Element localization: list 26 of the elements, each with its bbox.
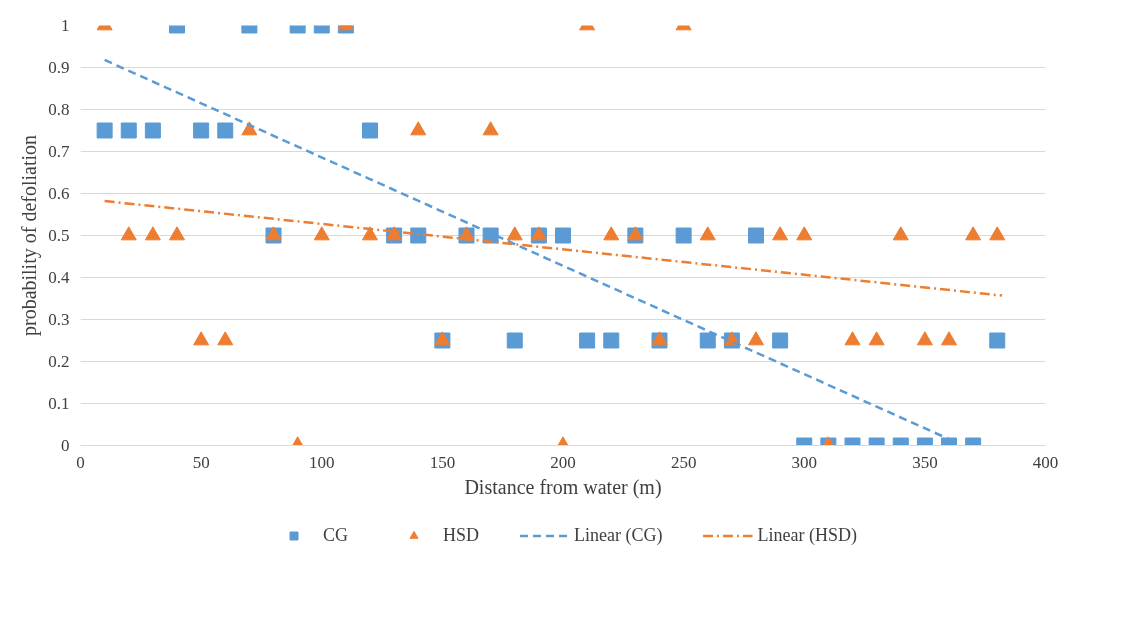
- x-tick-label: 50: [192, 452, 210, 472]
- y-tick-label: 0.1: [48, 394, 70, 413]
- y-tick-label: 0.3: [48, 310, 70, 329]
- x-tick-label: 350: [912, 452, 938, 472]
- x-tick-label: 250: [670, 452, 697, 472]
- y-tick-label: 0.9: [48, 58, 70, 77]
- y-tick-label: 0.8: [48, 100, 70, 119]
- x-tick-label: 300: [791, 452, 817, 472]
- x-tick-label: 150: [429, 452, 456, 472]
- y-tick-label: 0.4: [48, 268, 70, 287]
- x-axis-title: Distance from water (m): [464, 475, 662, 499]
- legend-label: CG: [323, 524, 349, 546]
- x-tick-label: 200: [550, 452, 576, 472]
- y-tick-label: 0: [61, 436, 70, 455]
- legend-label: Linear (CG): [574, 524, 663, 546]
- x-tick-label: 0: [76, 452, 85, 472]
- y-tick-label: 0.7: [48, 142, 70, 161]
- y-tick-label: 0.2: [48, 352, 70, 371]
- y-tick-label: 0.6: [48, 184, 70, 203]
- x-tick-label: 100: [309, 452, 335, 472]
- y-tick-label: 1: [61, 16, 70, 35]
- y-axis-title: probability of defoliation: [18, 134, 42, 337]
- legend-label: Linear (HSD): [757, 524, 857, 546]
- legend-label: HSD: [443, 524, 480, 546]
- y-tick-label: 0.5: [48, 226, 70, 245]
- x-tick-label: 400: [1032, 452, 1059, 472]
